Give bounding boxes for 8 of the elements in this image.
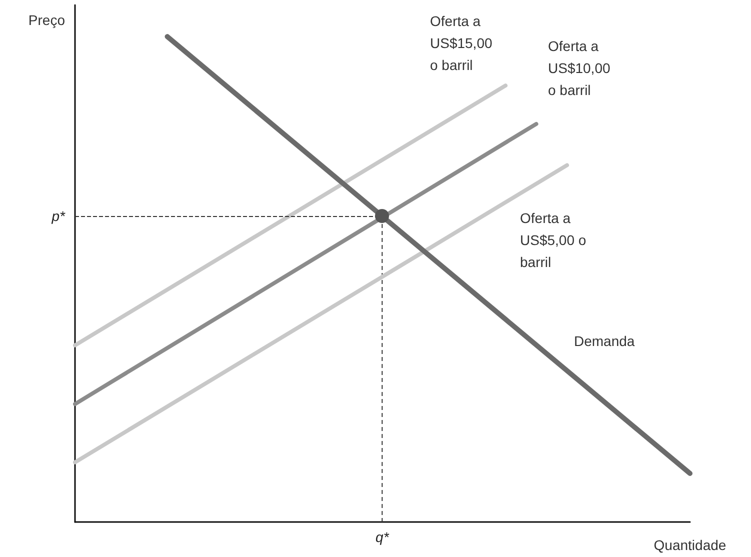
x-axis-title: Quantidade	[654, 537, 726, 553]
text: Oferta a US$10,00 o barril	[548, 38, 614, 98]
series-label: Demanda	[574, 333, 635, 349]
y-axis-title: Preço	[28, 12, 66, 28]
series-label: Oferta a US$5,00 o barril	[520, 210, 590, 270]
text: q*	[376, 529, 390, 545]
ref-line-label: p*	[50, 208, 66, 224]
series-label: Oferta a US$15,00 o barril	[430, 13, 496, 73]
